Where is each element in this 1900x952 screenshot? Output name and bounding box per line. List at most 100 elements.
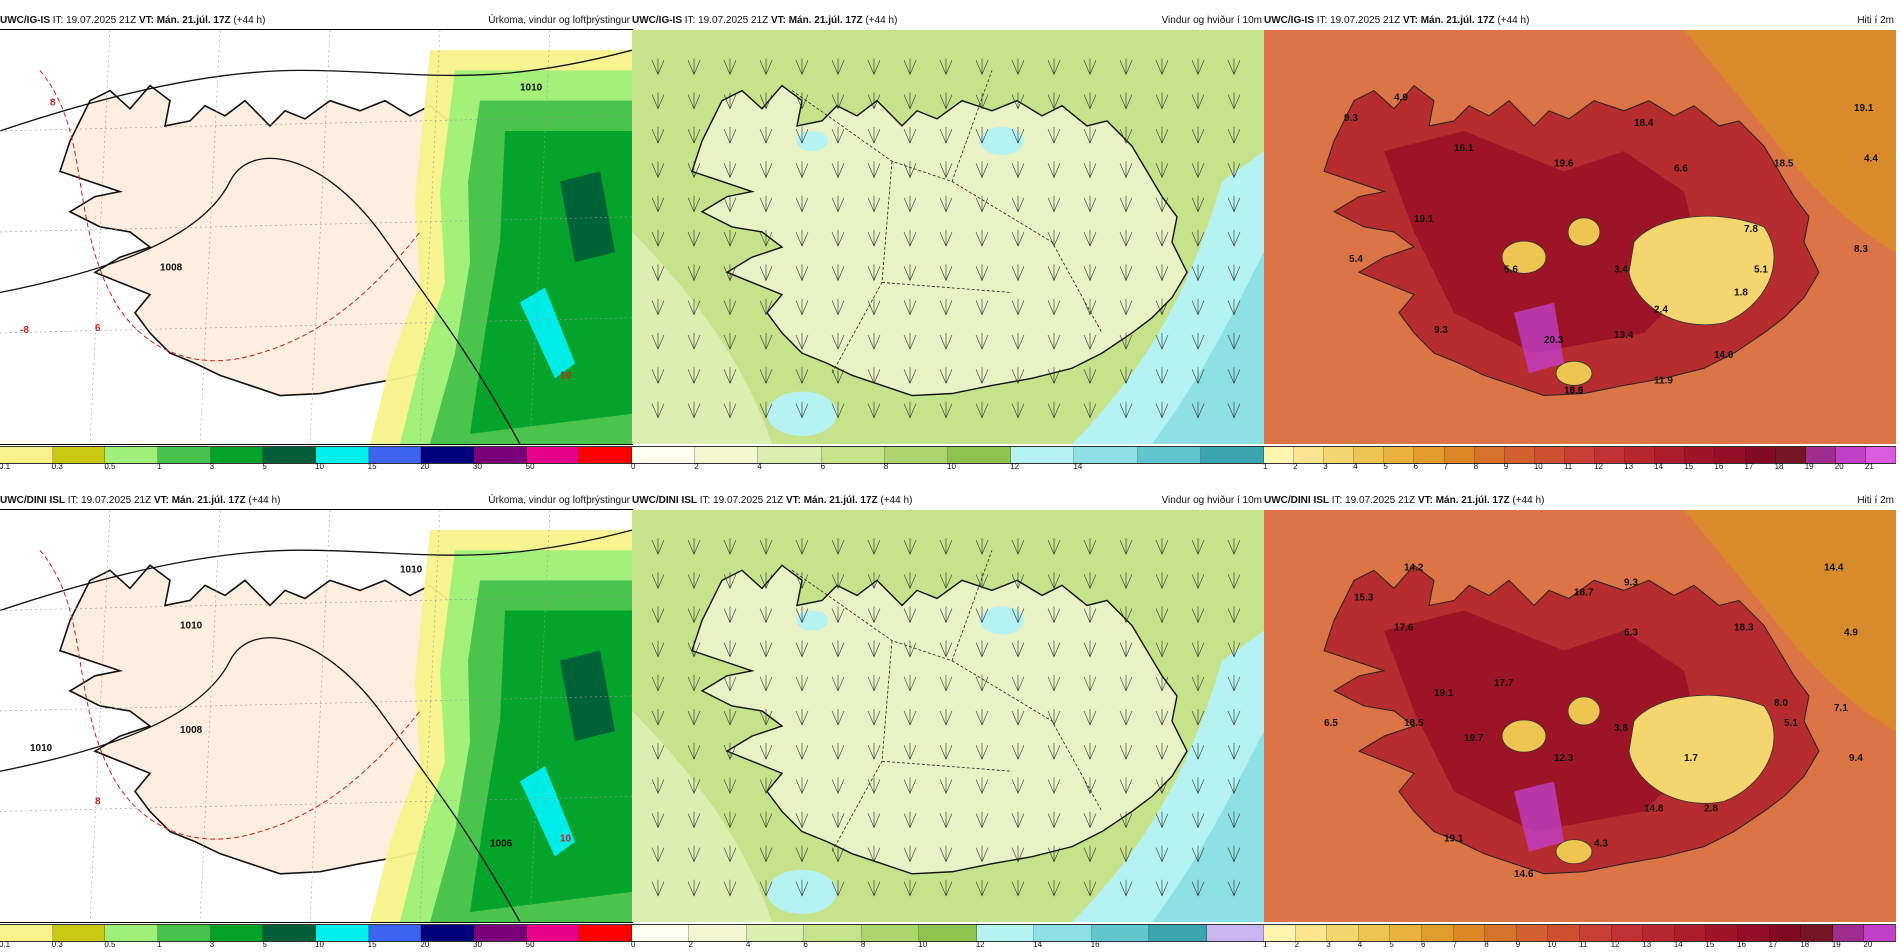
wind-arrow [723, 195, 737, 213]
colorbar-swatch [1775, 447, 1806, 463]
wind-arrow [687, 777, 701, 795]
map-value-label: 19.1 [1854, 103, 1874, 114]
wind-arrow [1191, 708, 1205, 726]
wind-arrow [1011, 161, 1025, 179]
wind-arrow [651, 606, 665, 624]
colorbar-swatch [1091, 925, 1150, 941]
wind-arrow [867, 879, 881, 897]
colorbar-swatch [1011, 447, 1075, 463]
wind-arrow [1227, 640, 1241, 658]
wind-arrow [1227, 674, 1241, 692]
wind-arrow [1083, 195, 1097, 213]
wind-arrow [1227, 777, 1241, 795]
map-value-label: 1006 [490, 839, 513, 850]
wind-arrow [723, 674, 737, 692]
wind-arrow [759, 640, 773, 658]
panel-header: UWC/DINI ISL IT: 19.07.2025 21Z VT: Mán.… [632, 492, 1264, 510]
wind-arrow [939, 195, 953, 213]
init-time: IT: 19.07.2025 21Z [697, 495, 786, 506]
wind-arrow [1227, 332, 1241, 350]
wind-arrow [687, 195, 701, 213]
wind-arrow [1155, 367, 1169, 385]
wind-arrow [759, 92, 773, 110]
wind-arrow [1083, 264, 1097, 282]
colorbar-tick-label: 10 [315, 462, 324, 471]
wind-arrow [687, 401, 701, 419]
colorbar-tick-label: 2 [688, 940, 693, 949]
colorbar-tick-label: 1 [1263, 940, 1268, 949]
wind-arrow [903, 401, 917, 419]
wind-arrow [939, 708, 953, 726]
glacier-cold [1501, 719, 1547, 753]
wind-arrow [975, 743, 989, 760]
colorbar-swatch [1579, 925, 1612, 941]
wind-arrow [723, 126, 737, 144]
colorbar-tick-label: 8 [860, 940, 866, 949]
wind-arrow [651, 92, 665, 110]
colorbar-swatch [1200, 447, 1265, 463]
colorbar-swatch [263, 925, 317, 941]
map-value-label: 17.7 [1494, 678, 1514, 689]
wind-arrow [903, 572, 917, 590]
colorbar-swatch [1485, 925, 1517, 941]
wind-arrow [903, 264, 917, 282]
colorbar-tick-label: 14 [1654, 462, 1664, 471]
wind-arrow [687, 367, 701, 385]
wind-arrow [939, 92, 953, 110]
wind-arrow [687, 538, 701, 555]
wind-arrow [939, 332, 953, 350]
colorbar-tick-label: 12 [975, 940, 985, 949]
map-value-label: 18.4 [1634, 118, 1654, 129]
run-info: UWC/IG-IS IT: 19.07.2025 21Z VT: Mán. 21… [632, 12, 897, 30]
grid-line [529, 510, 551, 922]
wind-arrow [723, 161, 737, 179]
colorbar-tick-label: 8 [883, 462, 889, 471]
colorbar-swatch [1444, 447, 1475, 463]
temp-area [1514, 781, 1564, 852]
wind-arrow [723, 572, 737, 590]
colorbar-tick-label: 13 [1624, 462, 1634, 471]
wind-arrow [1155, 58, 1169, 76]
wind-arrow [1047, 538, 1061, 555]
colorbar-swatch [105, 925, 159, 941]
wind-arrow [1011, 126, 1025, 144]
grid-line [0, 796, 632, 812]
wind-arrow [1191, 161, 1205, 179]
wind-arrow [1227, 879, 1241, 897]
wind-arrow [975, 161, 989, 179]
colorbar-swatch [976, 925, 1035, 941]
lead-time: (+44 h) [230, 15, 266, 26]
wind-arrow [1011, 879, 1025, 897]
colorbar-tick-label: 20 [420, 940, 430, 949]
colorbar-swatch [52, 925, 106, 941]
wind-arrow [1083, 674, 1097, 692]
wind-arrow [867, 332, 881, 350]
wind-arrow [651, 401, 665, 419]
colorbar-swatch [421, 925, 475, 941]
wind-arrow [1011, 606, 1025, 624]
wind-arrow [651, 743, 665, 760]
wind-arrow [651, 229, 665, 247]
wind-arrow [723, 879, 737, 897]
wind-arrow [723, 743, 737, 760]
wind-arrow [687, 126, 701, 144]
wind-arrow [795, 845, 809, 863]
wind-arrow [831, 572, 845, 590]
colorbar-tick-label: 50 [525, 940, 535, 949]
colorbar-tick-label: 20 [1863, 940, 1873, 949]
wind-arrow [795, 777, 809, 795]
model-name: UWC/IG-IS [1264, 15, 1314, 26]
map-value-label: 9.4 [1849, 753, 1863, 764]
wind-arrow [1011, 743, 1025, 760]
colorbar-swatch [0, 447, 53, 463]
run-info: UWC/IG-IS IT: 19.07.2025 21Z VT: Mán. 21… [1264, 12, 1529, 30]
colorbar-swatch [52, 447, 106, 463]
temp-area [1384, 610, 1704, 832]
wind-arrow [867, 195, 881, 213]
wind-arrow [1191, 640, 1205, 658]
wind-arrow [903, 640, 917, 658]
wind-arrow [1047, 674, 1061, 692]
colorbar-swatch [263, 447, 317, 463]
wind-arrow [939, 538, 953, 555]
